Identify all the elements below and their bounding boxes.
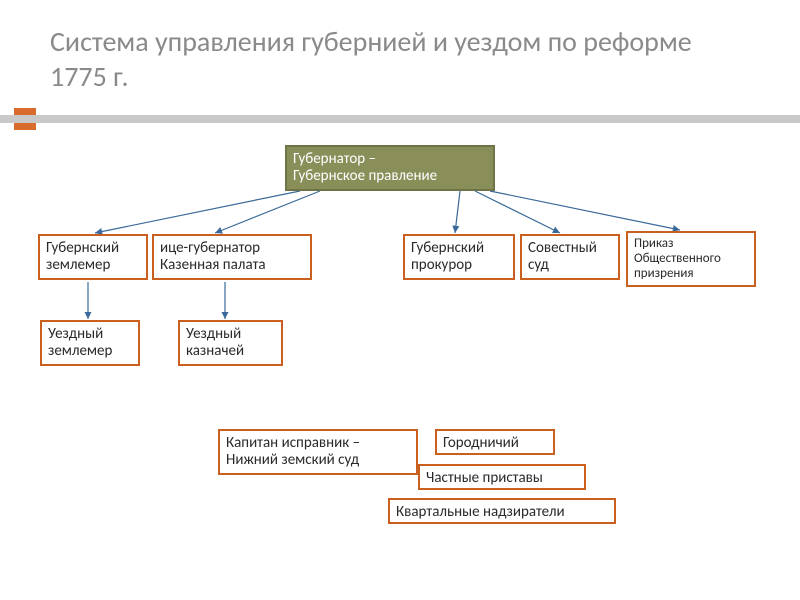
node-vice-line: Казенная палата [160, 257, 304, 274]
node-kvartal-line: Квартальные надзиратели [396, 504, 608, 521]
node-prokuror-line: Губернский [411, 240, 507, 257]
node-gorodnich: Городничий [435, 429, 555, 455]
node-pristavy: Частные приставы [418, 464, 586, 490]
node-uzemlemer-line: землемер [48, 343, 132, 360]
node-uzemlemer-line: Уездный [48, 326, 132, 343]
accent-bar [0, 115, 800, 123]
node-zemlemer-line: Губернский [46, 240, 140, 257]
node-kapitan: Капитан исправник –Нижний земский суд [218, 429, 418, 475]
slide-title: Система управления губернией и уездом по… [50, 24, 750, 94]
node-sovestny: Совестныйсуд [520, 234, 620, 280]
node-ukaznach-line: Уездный [186, 326, 275, 343]
arrow [95, 191, 300, 233]
arrow [215, 191, 320, 233]
arrow [455, 191, 460, 233]
node-sovestny-line: суд [528, 257, 612, 274]
node-prikaz-line: призрения [634, 267, 748, 282]
node-pristavy-line: Частные приставы [426, 470, 578, 487]
node-kapitan-line: Нижний земский суд [226, 452, 410, 469]
node-gorodnich-line: Городничий [443, 435, 547, 452]
node-zemlemer-line: землемер [46, 257, 140, 274]
node-uzemlemer: Уездныйземлемер [40, 320, 140, 366]
node-vice-line: ице-губернатор [160, 240, 304, 257]
node-prokuror-line: прокурор [411, 257, 507, 274]
node-vice: ице-губернаторКазенная палата [152, 234, 312, 280]
arrow [490, 191, 680, 230]
node-prikaz-line: Общественного [634, 252, 748, 267]
node-sovestny-line: Совестный [528, 240, 612, 257]
node-ukaznach: Уездныйказначей [178, 320, 283, 366]
node-root-line: Губернатор – [293, 151, 487, 168]
node-kvartal: Квартальные надзиратели [388, 498, 616, 524]
node-prokuror: Губернскийпрокурор [403, 234, 515, 280]
arrow [475, 191, 560, 233]
node-zemlemer: Губернскийземлемер [38, 234, 148, 280]
node-ukaznach-line: казначей [186, 343, 275, 360]
node-kapitan-line: Капитан исправник – [226, 435, 410, 452]
node-root: Губернатор –Губернское правление [285, 145, 495, 191]
node-root-line: Губернское правление [293, 168, 487, 185]
node-prikaz-line: Приказ [634, 237, 748, 252]
node-prikaz: ПриказОбщественногопризрения [626, 231, 756, 287]
